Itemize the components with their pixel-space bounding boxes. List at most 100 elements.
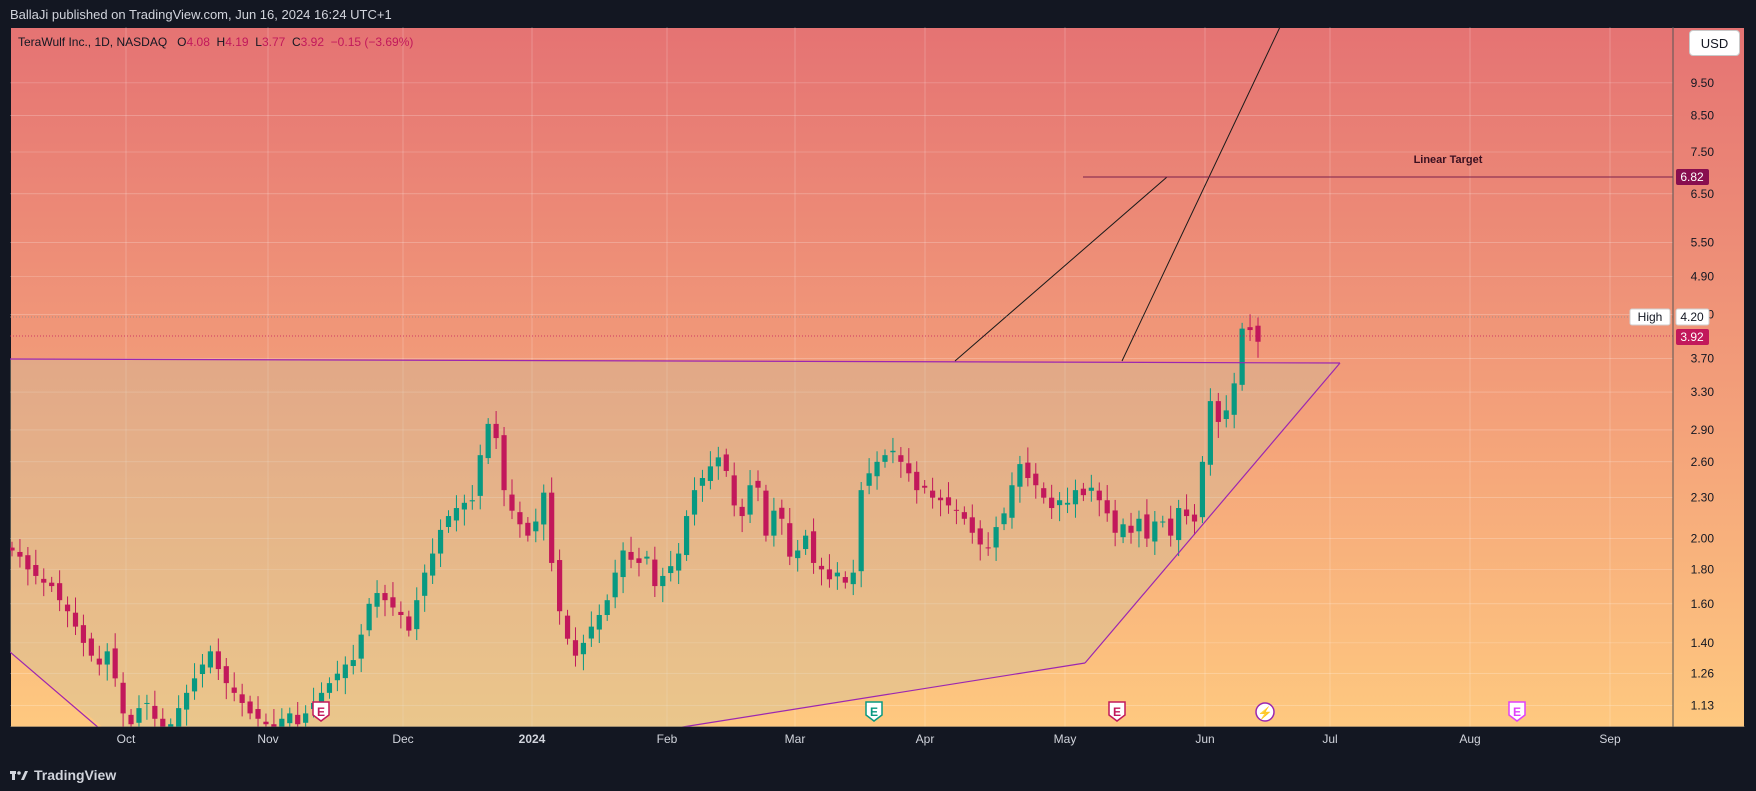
candle-body bbox=[620, 550, 626, 578]
chart-background bbox=[11, 28, 1744, 754]
candle-body bbox=[334, 673, 340, 681]
measured-move-line bbox=[954, 176, 1168, 362]
candle-body bbox=[1064, 502, 1071, 505]
candle-body bbox=[9, 547, 15, 551]
y-tick-label: 4.90 bbox=[1691, 269, 1715, 283]
candle-body bbox=[49, 582, 55, 587]
candle-body bbox=[176, 708, 182, 729]
candle-body bbox=[787, 523, 793, 557]
earnings-icon[interactable]: E bbox=[1508, 701, 1526, 722]
y-tick-label: 9.50 bbox=[1691, 76, 1715, 90]
candle-body bbox=[1144, 514, 1150, 539]
candle-body bbox=[469, 500, 475, 502]
candle-body bbox=[485, 423, 491, 459]
symbol-legend: TeraWulf Inc., 1D, NASDAQ O4.08 H4.19 L3… bbox=[18, 35, 413, 49]
earnings-icon[interactable]: E bbox=[865, 701, 883, 722]
candle-body bbox=[1160, 521, 1166, 523]
candle-body bbox=[1033, 473, 1039, 486]
candle-body bbox=[564, 615, 571, 639]
candle-body bbox=[1152, 521, 1158, 542]
candle-body bbox=[207, 651, 214, 668]
footer-brand: TradingView bbox=[34, 767, 117, 783]
candle-body bbox=[731, 475, 737, 506]
candle-body bbox=[1199, 461, 1206, 518]
candle-body bbox=[866, 473, 872, 486]
y-tick-label: 7.50 bbox=[1691, 145, 1715, 159]
time-axis: Oct Nov Dec 2024 Feb Mar Apr May Jun Jul Aug Sep bbox=[117, 732, 1621, 746]
candle-body bbox=[707, 466, 713, 481]
candle-body bbox=[350, 660, 356, 667]
candle-body bbox=[723, 454, 729, 471]
candle-body bbox=[818, 565, 825, 570]
earnings-icon[interactable]: E bbox=[1108, 701, 1126, 722]
ascending-triangle-fill bbox=[10, 359, 1340, 729]
candle-body bbox=[525, 522, 531, 536]
y-tick-label: 3.30 bbox=[1691, 385, 1715, 399]
footer: TradingView bbox=[10, 765, 116, 785]
high-value: 4.19 bbox=[225, 35, 249, 49]
candle-body bbox=[326, 683, 333, 693]
candle-body bbox=[580, 642, 587, 655]
candle-body bbox=[41, 578, 47, 583]
candle-body bbox=[533, 521, 539, 532]
left-triangle-line bbox=[9, 651, 101, 730]
candle-body bbox=[1183, 509, 1190, 517]
x-tick-label: May bbox=[1054, 732, 1077, 746]
candle-body bbox=[144, 702, 150, 704]
dividend-icon[interactable]: ⚡ bbox=[1255, 702, 1275, 722]
candle-body bbox=[549, 492, 555, 563]
publisher-line: BallaJi published on TradingView.com, Ju… bbox=[10, 7, 392, 22]
y-tick-label: 1.26 bbox=[1691, 667, 1715, 681]
change-value: −0.15 (−3.69%) bbox=[330, 35, 414, 49]
candle-body bbox=[1120, 524, 1126, 538]
low-label: L bbox=[255, 35, 262, 49]
candle-body bbox=[803, 535, 809, 550]
y-tick-label: 2.90 bbox=[1691, 423, 1715, 437]
grid bbox=[10, 27, 1673, 727]
candle-body bbox=[358, 634, 364, 659]
candle-body bbox=[612, 572, 618, 598]
candle-body bbox=[826, 569, 833, 580]
candle-body bbox=[509, 494, 515, 511]
candle-body bbox=[676, 553, 682, 571]
candle-body bbox=[874, 461, 880, 477]
last-price-tag-bg bbox=[1676, 329, 1709, 345]
event-label: E bbox=[317, 705, 325, 719]
x-tick-label: Nov bbox=[257, 732, 278, 746]
high-price-tag: 4.20 bbox=[1680, 310, 1704, 324]
y-tick-label: 1.40 bbox=[1691, 636, 1715, 650]
high-label: High bbox=[1638, 310, 1663, 324]
candle-body bbox=[453, 508, 460, 521]
chart-svg[interactable]: Linear Target E E E ⚡ E Oct Nov Dec 2024 Feb Mar A… bbox=[9, 26, 1745, 755]
candle-body bbox=[1239, 328, 1245, 385]
x-tick-label: Jun bbox=[1195, 732, 1214, 746]
candle-body bbox=[239, 694, 245, 703]
candle-body bbox=[136, 708, 142, 723]
candle-body bbox=[572, 640, 579, 656]
currency-button[interactable]: USD bbox=[1689, 30, 1740, 56]
candle-body bbox=[1096, 490, 1102, 501]
candle-body bbox=[1207, 401, 1213, 465]
candle-body bbox=[858, 490, 864, 572]
candle-body bbox=[1025, 462, 1031, 479]
open-value: 4.08 bbox=[186, 35, 210, 49]
x-tick-label: Jul bbox=[1322, 732, 1337, 746]
candle-body bbox=[715, 457, 721, 467]
candle-body bbox=[1255, 325, 1261, 342]
candle-body bbox=[1049, 497, 1055, 509]
candle-body bbox=[1104, 500, 1110, 514]
candle-body bbox=[1080, 488, 1087, 496]
candle-body bbox=[1041, 488, 1047, 498]
y-tick-label: 5.50 bbox=[1691, 236, 1715, 250]
chart-area[interactable]: Linear Target E E E ⚡ E Oct Nov Dec 2024 Feb Mar A… bbox=[9, 26, 1745, 755]
candles bbox=[9, 314, 1261, 749]
candle-body bbox=[128, 714, 134, 725]
candle-body bbox=[223, 666, 229, 684]
candle-body bbox=[557, 560, 563, 612]
candle-body bbox=[303, 713, 309, 723]
earnings-icon[interactable]: E bbox=[312, 701, 330, 722]
candle-body bbox=[691, 490, 698, 515]
candle-body bbox=[1088, 487, 1094, 491]
high-label-bg bbox=[1629, 308, 1671, 326]
candle-body bbox=[945, 497, 952, 506]
